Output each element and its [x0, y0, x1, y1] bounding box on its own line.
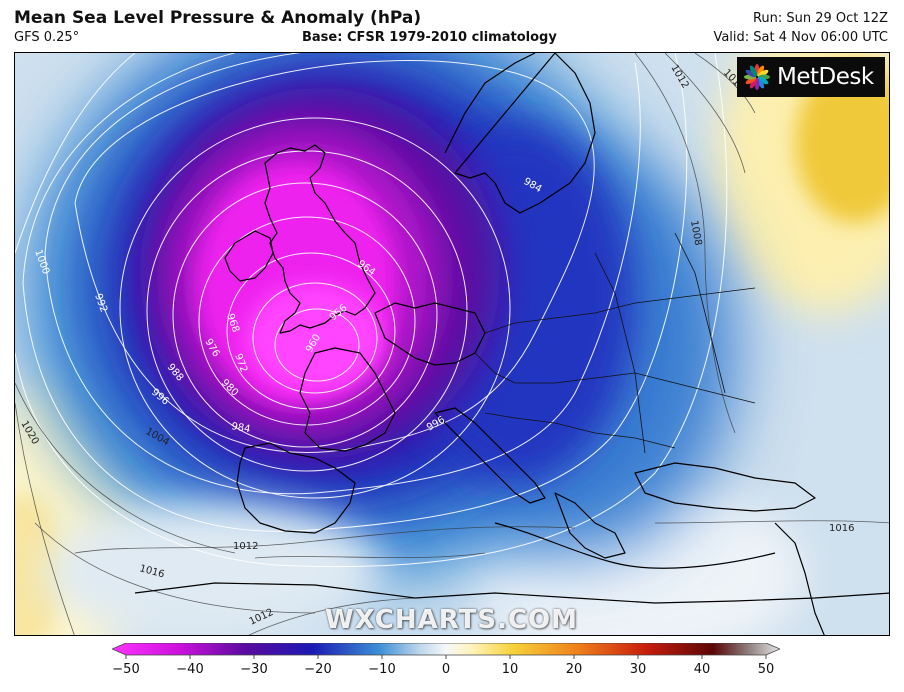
isobar-1016-ne: [694, 53, 756, 114]
isobar-1008: [634, 53, 736, 434]
coastline-great-britain: [264, 144, 376, 334]
colorbar-tick-label: 0: [442, 662, 450, 677]
isobar-960: [252, 282, 378, 394]
anomaly-south-weak: [45, 503, 385, 635]
logo-petal: [745, 69, 757, 78]
wxcharts-watermark: WXCHARTS.COM: [325, 605, 579, 635]
colorbar-bar: [112, 643, 780, 656]
metdesk-logo[interactable]: MetDesk: [737, 57, 885, 97]
colorbar-canvas: −50 −40 −30 −20 −10 0 10 20 30 40 50: [112, 643, 780, 677]
colorbar-tick-label: 50: [758, 662, 775, 677]
anomaly-field: [15, 53, 889, 635]
colorbar-tick-label: −50: [112, 662, 139, 677]
climatology-base-label: Base: CFSR 1979-2010 climatology: [302, 30, 557, 45]
isobar-1012-ne: [664, 53, 746, 174]
pressure-anomaly-map: 1016 1012 984 1008 1000 992 964 968 956 …: [14, 52, 890, 636]
anomaly-west-positive-core: [15, 493, 65, 635]
border-central: [474, 352, 756, 404]
colorbar-tick-label: 30: [630, 662, 647, 677]
logo-petal: [756, 65, 765, 77]
isobar-1004: [15, 382, 486, 559]
isobar-992: [22, 53, 688, 532]
isobar-label: 1008: [688, 220, 703, 247]
logo-petal: [749, 77, 758, 89]
isobar-1020: [15, 402, 75, 635]
coastline-ireland: [224, 230, 274, 282]
colorbar-tick-label: −10: [368, 662, 395, 677]
border-east: [594, 252, 646, 454]
isobar-1000: [15, 53, 136, 254]
logo-petal: [749, 65, 758, 77]
isobar-996: [15, 53, 728, 568]
metdesk-logo-icon: [744, 64, 770, 90]
country-borders: [474, 232, 756, 454]
colorbar-tick-label: −40: [176, 662, 203, 677]
coastline-iberia: [236, 442, 356, 534]
colorbar-tick-label: 40: [694, 662, 711, 677]
isobar-label: 984: [230, 421, 251, 435]
chart-title: Mean Sea Level Pressure & Anomaly (hPa): [14, 8, 422, 28]
isobar-972: [172, 182, 438, 448]
isobar-980: [119, 117, 511, 499]
coastline-north-africa: [134, 582, 889, 604]
coastlines: [134, 53, 889, 635]
isobar-956: [274, 308, 360, 382]
isobar-1016-east: [654, 520, 889, 524]
colorbar-tick-label: −30: [240, 662, 267, 677]
anomaly-northeast-positive-core: [795, 63, 889, 223]
colorbar-tick-label: −20: [304, 662, 331, 677]
coastline-benelux-germany: [374, 302, 486, 366]
isobar-984: [74, 60, 595, 453]
border-north-central: [484, 287, 756, 334]
map-canvas: 1016 1012 984 1008 1000 992 964 968 956 …: [15, 53, 889, 635]
isobar-964: [226, 252, 396, 410]
border-far-east: [674, 232, 726, 394]
isobar-label: 1012: [233, 541, 258, 552]
coastline-greece: [554, 492, 626, 559]
metdesk-logo-text: MetDesk: [777, 64, 874, 90]
border-alpine: [484, 412, 676, 449]
coastline-france: [299, 347, 396, 452]
coastline-scandinavia: [444, 53, 596, 214]
run-time-label: Run: Sun 29 Oct 12Z: [752, 11, 888, 26]
logo-petal: [757, 76, 769, 85]
isobar-1012-south: [74, 526, 576, 554]
model-label: GFS 0.25°: [14, 30, 80, 45]
coastline-mediterranean: [494, 522, 776, 569]
colorbar-tick-label: 20: [566, 662, 583, 677]
isobar-988: [44, 53, 641, 495]
isobar-label: 1016: [829, 523, 854, 534]
coastline-levant: [774, 522, 825, 635]
anomaly-core-inner: [245, 283, 385, 393]
valid-time-label: Valid: Sat 4 Nov 06:00 UTC: [713, 30, 888, 45]
anomaly-colorbar: −50 −40 −30 −20 −10 0 10 20 30 40 50: [112, 643, 780, 689]
coastline-black-sea: [634, 462, 816, 512]
coastline-italy: [434, 407, 546, 504]
isobar-1012-iberia: [248, 597, 416, 635]
colorbar-tick-label: 10: [502, 662, 519, 677]
